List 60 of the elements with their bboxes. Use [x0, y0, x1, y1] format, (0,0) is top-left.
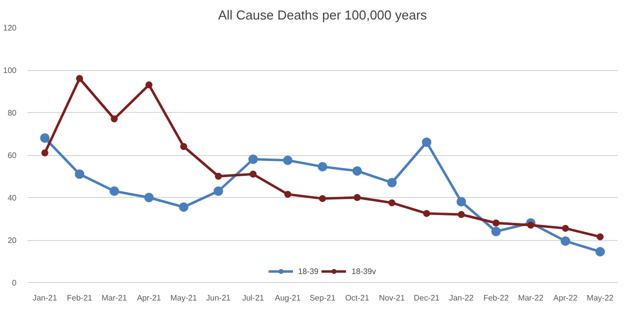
point — [214, 172, 222, 180]
y-tick-label: 80 — [8, 108, 18, 118]
x-tick-label: May-21 — [170, 294, 198, 302]
x-tick-label: Jul-21 — [242, 294, 265, 302]
x-tick-label: Apr-22 — [553, 294, 578, 302]
x-tick-label: Nov-21 — [379, 294, 406, 302]
point — [178, 202, 188, 212]
x-tick-label: Jun-21 — [206, 294, 232, 302]
x-tick-label: Mar-21 — [102, 294, 128, 302]
x-tick-label: Dec-21 — [414, 294, 440, 302]
point — [595, 246, 605, 256]
legend-label: 18-39v — [352, 266, 376, 276]
point — [144, 192, 154, 202]
point — [76, 75, 84, 82]
y-tick-label: 60 — [8, 151, 18, 160]
point — [318, 162, 328, 172]
x-tick-label: Apr-21 — [136, 294, 162, 302]
point — [284, 190, 292, 198]
point — [562, 224, 569, 232]
point — [110, 115, 118, 122]
point — [248, 154, 258, 164]
x-tick-label: May-22 — [586, 294, 614, 302]
point — [388, 199, 396, 206]
x-tick-label: Mar-22 — [518, 294, 544, 302]
point — [354, 194, 361, 201]
y-tick-label: 120 — [3, 24, 18, 32]
x-tick-label: Oct-21 — [345, 294, 370, 302]
point — [352, 166, 362, 176]
point — [250, 170, 257, 178]
point — [214, 186, 224, 196]
y-tick-label: 100 — [3, 66, 18, 75]
point — [596, 233, 604, 240]
point — [41, 149, 48, 156]
point — [423, 210, 430, 217]
chart-title: All Cause Deaths per 100,000 years — [218, 8, 428, 22]
x-tick-label: Sep-21 — [310, 294, 336, 302]
point — [387, 178, 397, 188]
point — [319, 195, 326, 202]
point — [283, 156, 293, 166]
point — [422, 138, 432, 147]
point — [74, 169, 84, 179]
x-tick-label: Feb-22 — [483, 294, 510, 302]
x-tick-label: Aug-21 — [274, 294, 302, 302]
point — [456, 197, 466, 206]
point — [527, 222, 534, 229]
point — [560, 236, 570, 246]
x-tick-label: Jan-22 — [449, 294, 474, 302]
point — [110, 186, 120, 196]
x-tick-label: Feb-21 — [66, 294, 93, 302]
y-tick-label: 0 — [12, 278, 18, 288]
point — [492, 220, 500, 226]
point — [180, 143, 188, 150]
legend-label: 18-39 — [298, 266, 318, 276]
point — [458, 211, 465, 218]
point — [145, 81, 152, 88]
x-tick-label: Jan-21 — [32, 294, 58, 302]
point — [40, 133, 50, 143]
y-tick-label: 40 — [8, 194, 18, 202]
y-tick-label: 20 — [8, 236, 18, 245]
point — [491, 226, 501, 236]
